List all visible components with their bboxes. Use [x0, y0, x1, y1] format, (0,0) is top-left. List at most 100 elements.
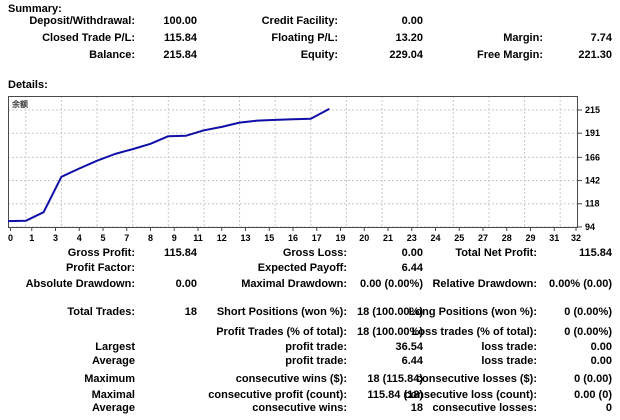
svg-text:25: 25 — [454, 233, 464, 243]
stat-value: 18 (115.84) — [367, 373, 423, 385]
svg-text:28: 28 — [502, 233, 512, 243]
stat-label: consecutive wins ($): — [235, 373, 347, 385]
stat-label: Closed Trade P/L: — [42, 32, 135, 44]
svg-text:32: 32 — [571, 233, 581, 243]
stat-value: 115.84 (18) — [367, 389, 423, 401]
stat-row: Average consecutive wins: 18 consecutive lo… — [0, 403, 620, 415]
stat-label: consecutive loss (count): — [404, 389, 537, 401]
svg-text:7: 7 — [124, 233, 129, 243]
svg-text:3: 3 — [53, 233, 58, 243]
stat-row: Maximal consecutive profit (count): 115.84… — [0, 390, 620, 402]
svg-text:142: 142 — [585, 176, 600, 186]
stat-value: 100.00 — [163, 15, 197, 27]
stat-label: Long Positions (won %): — [408, 306, 537, 318]
stat-value: 0.00 (0.00%) — [360, 278, 423, 290]
stat-label: Equity: — [300, 49, 338, 61]
svg-text:0: 0 — [8, 233, 13, 243]
stat-label: profit trade: — [285, 341, 347, 353]
stat-value: 0.00 — [590, 355, 612, 367]
stat-label: Floating P/L: — [271, 32, 338, 44]
stat-label: Short Positions (won %): — [216, 306, 347, 318]
svg-text:8: 8 — [148, 233, 153, 243]
stat-value: 18 — [184, 306, 197, 318]
stat-label: Average — [91, 402, 135, 414]
svg-text:31: 31 — [549, 233, 559, 243]
stat-label: Profit Trades (% of total): — [216, 326, 347, 338]
stat-label: Margin: — [503, 32, 543, 44]
stat-value: 0 — [605, 402, 612, 414]
stat-label: Gross Loss: — [282, 247, 347, 259]
balance-chart: 0 1 3 4 5 7 8 9 11 12 13 15 16 17 19 20 21 23 24 25 27 28 29 31… — [7, 96, 600, 243]
svg-text:17: 17 — [312, 233, 322, 243]
stat-value: 0.00 — [175, 278, 197, 290]
svg-text:21: 21 — [383, 233, 393, 243]
stat-row: Average profit trade: 6.44 loss trade: 0.00 — [0, 356, 620, 368]
balance-chart-container: 0 1 3 4 5 7 8 9 11 12 13 15 16 17 19 20 21 23 24 25 27 28 29 31… — [7, 96, 614, 249]
stat-value: 221.30 — [578, 49, 612, 61]
svg-text:23: 23 — [407, 233, 417, 243]
stat-value: 215.84 — [163, 49, 197, 61]
stat-row: Balance: 215.84 Equity: 229.04 Free Margin: 2… — [0, 50, 620, 62]
chart-plot-border — [8, 96, 578, 228]
svg-text:215: 215 — [585, 105, 600, 115]
stat-label: Credit Facility: — [261, 15, 338, 27]
stat-value: 115.84 — [578, 247, 612, 259]
chart-ticks — [10, 109, 582, 231]
svg-text:94: 94 — [585, 222, 595, 232]
stat-label: consecutive wins: — [252, 402, 347, 414]
svg-text:29: 29 — [525, 233, 535, 243]
stat-label: Balance: — [89, 49, 135, 61]
svg-text:1: 1 — [29, 233, 34, 243]
x-axis-labels: 0 1 3 4 5 7 8 9 11 12 13 15 16 17 19 20 21 23 24 25 27 28 29 31… — [8, 233, 581, 243]
stat-value: 0 (0.00%) — [564, 306, 612, 318]
svg-text:27: 27 — [478, 233, 488, 243]
stat-row: Largest profit trade: 36.54 loss trade: 0.00 — [0, 342, 620, 354]
stat-row: Deposit/Withdrawal: 100.00 Credit Facility… — [0, 16, 620, 28]
stat-label: Deposit/Withdrawal: — [29, 15, 135, 27]
stat-value: 6.44 — [401, 262, 423, 274]
stat-label: Maximal Drawdown: — [241, 278, 347, 290]
stat-label: Total Net Profit: — [455, 247, 537, 259]
balance-chart-legend-label: 余额 — [11, 99, 28, 109]
stat-row: Gross Profit: 115.84 Gross Loss: 0.00 Total … — [0, 248, 620, 260]
stat-label: Maximum — [84, 373, 135, 385]
stat-label: Largest — [95, 341, 135, 353]
y-axis-labels: 94 118 142 166 191 215 — [585, 105, 600, 232]
stat-label: consecutive profit (count): — [208, 389, 347, 401]
details-title: Details: — [8, 79, 48, 91]
stat-value: 0.00 — [401, 247, 423, 259]
stat-label: Profit Factor: — [65, 262, 135, 274]
svg-text:12: 12 — [217, 233, 227, 243]
stat-label: loss trade: — [481, 355, 537, 367]
svg-text:13: 13 — [240, 233, 250, 243]
stat-row: Profit Factor: Expected Payoff: 6.44 — [0, 263, 620, 275]
stat-row: Absolute Drawdown: 0.00 Maximal Drawdown: 0… — [0, 279, 620, 291]
chart-gridlines — [8, 96, 578, 228]
stat-label: Maximal — [91, 389, 135, 401]
svg-text:19: 19 — [335, 233, 345, 243]
stat-label: Free Margin: — [476, 49, 543, 61]
stat-label: Average — [91, 355, 135, 367]
stat-value: 0 (0.00%) — [564, 326, 612, 338]
stat-value: 18 — [410, 402, 423, 414]
stat-value: 13.20 — [395, 32, 423, 44]
stat-label: profit trade: — [285, 355, 347, 367]
svg-text:166: 166 — [585, 152, 600, 162]
stat-row: Closed Trade P/L: 115.84 Floating P/L: 13.2… — [0, 33, 620, 45]
stat-label: Gross Profit: — [67, 247, 135, 259]
stat-value: 6.44 — [401, 355, 423, 367]
svg-text:11: 11 — [193, 233, 203, 243]
stat-value: 0.00 — [401, 15, 423, 27]
stat-label: Expected Payoff: — [257, 262, 347, 274]
stat-label: consecutive losses ($): — [415, 373, 537, 385]
stat-row: Profit Trades (% of total): 18 (100.00%) L… — [0, 327, 620, 339]
svg-text:118: 118 — [585, 199, 600, 209]
stat-row: Maximum consecutive wins ($): 18 (115.84) c… — [0, 374, 620, 386]
svg-text:15: 15 — [264, 233, 274, 243]
svg-text:4: 4 — [77, 233, 82, 243]
stat-value: 0.00 — [590, 341, 612, 353]
svg-text:5: 5 — [100, 233, 105, 243]
stat-value: 36.54 — [395, 341, 423, 353]
stat-value: 115.84 — [163, 32, 197, 44]
